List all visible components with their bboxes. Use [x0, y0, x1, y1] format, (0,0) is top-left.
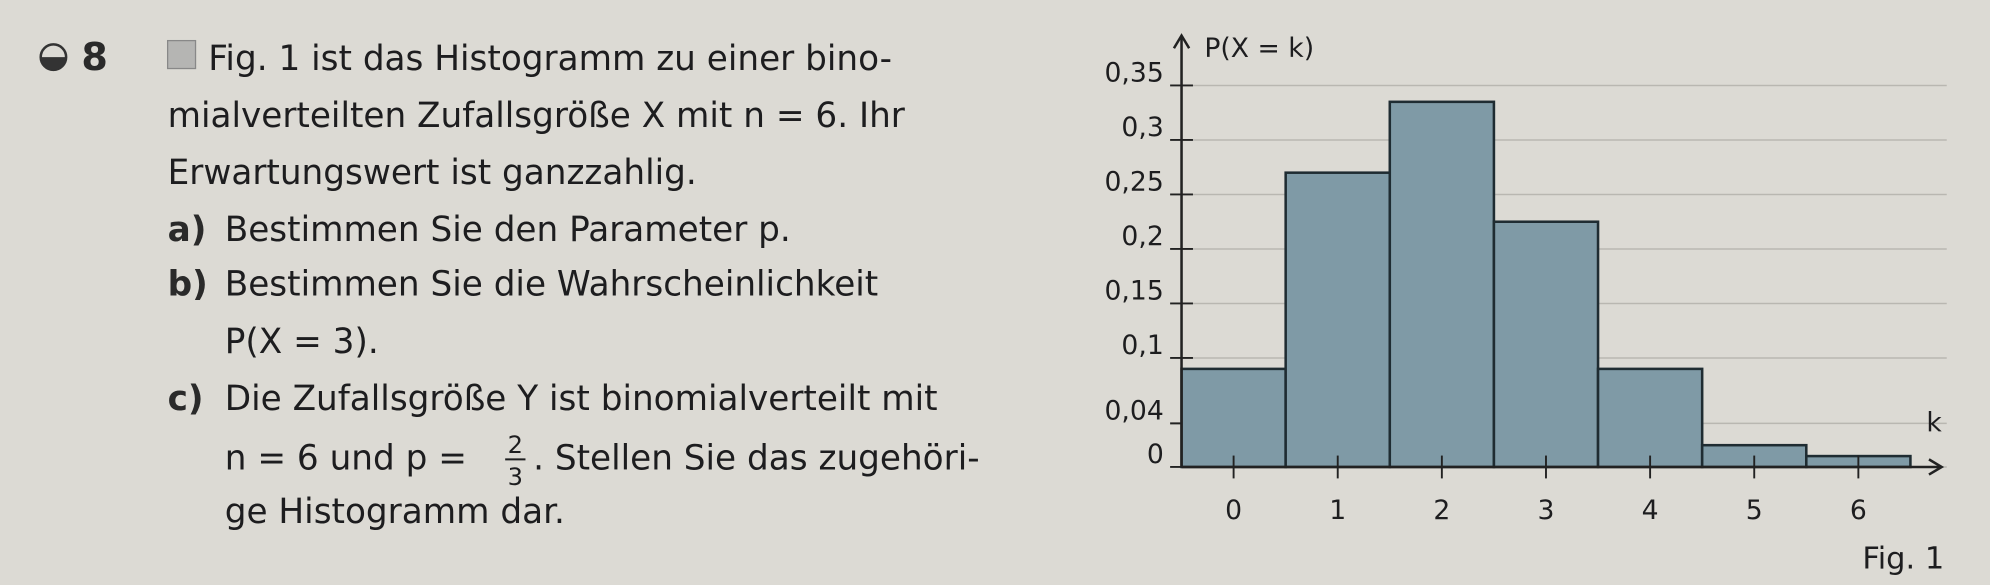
- y-tick-label: 0: [1147, 439, 1164, 470]
- y-tick-label: 0,25: [1104, 167, 1163, 198]
- part-label: c): [168, 379, 204, 419]
- text-line: . Stellen Sie das zugehöri-: [533, 439, 980, 479]
- x-tick-label: 4: [1642, 495, 1659, 526]
- x-axis-arrow: [1928, 458, 1945, 476]
- x-tick-label: 3: [1538, 495, 1555, 526]
- text-line: Erwartungswert ist ganzzahlig.: [168, 153, 697, 193]
- y-tick-label: 0,3: [1121, 112, 1163, 143]
- fraction-numerator: 2: [508, 431, 523, 459]
- part-label: a): [168, 210, 207, 250]
- y-tick-label: 0,2: [1121, 221, 1163, 252]
- bar: [1492, 220, 1600, 469]
- tool-icon: [166, 39, 197, 70]
- y-tick-label: 0,04: [1104, 396, 1163, 427]
- text-line: mialverteilten Zufallsgröße X mit n = 6.…: [168, 96, 906, 136]
- text-line: Fig. 1 ist das Histogramm zu einer bino-: [208, 39, 892, 79]
- y-axis-arrow: [1172, 33, 1191, 49]
- figure-caption: Fig. 1: [1862, 542, 1944, 577]
- y-tick-label: 0,1: [1121, 330, 1163, 361]
- y-tick-label: 0,35: [1104, 58, 1163, 89]
- text-line: Bestimmen Sie die Wahrscheinlichkeit: [225, 265, 879, 305]
- exercise-number: 8: [81, 35, 107, 79]
- bar: [1180, 367, 1287, 469]
- text-line: n = 6 und p =: [225, 439, 467, 479]
- text-line: Die Zufallsgröße Y ist binomialverteilt …: [225, 379, 938, 419]
- y-axis-label: P(X = k): [1204, 33, 1314, 64]
- part-label: b): [168, 265, 208, 305]
- x-tick-label: 1: [1329, 495, 1346, 526]
- x-tick-label: 2: [1433, 495, 1450, 526]
- text-line: ge Histogramm dar.: [225, 492, 565, 532]
- x-axis-label: k: [1926, 407, 1942, 438]
- x-tick-label: 5: [1746, 495, 1763, 526]
- bar: [1388, 100, 1496, 469]
- text-line: Bestimmen Sie den Parameter p.: [225, 210, 791, 250]
- difficulty-fill: [40, 57, 67, 70]
- histogram: 0 0,04 0,1 0,15 0,2 0,25 0,3 0,35 0 1 2 3 4 5 6 P(X = k…: [1104, 33, 1947, 526]
- bar: [1284, 171, 1392, 469]
- x-tick-label: 0: [1225, 495, 1242, 526]
- bar: [1596, 367, 1704, 469]
- text-line: P(X = 3).: [225, 322, 379, 362]
- x-tick-label: 6: [1850, 495, 1867, 526]
- background: [5, 0, 1985, 585]
- fraction-denominator: 3: [508, 463, 523, 491]
- y-tick-label: 0,15: [1104, 276, 1163, 307]
